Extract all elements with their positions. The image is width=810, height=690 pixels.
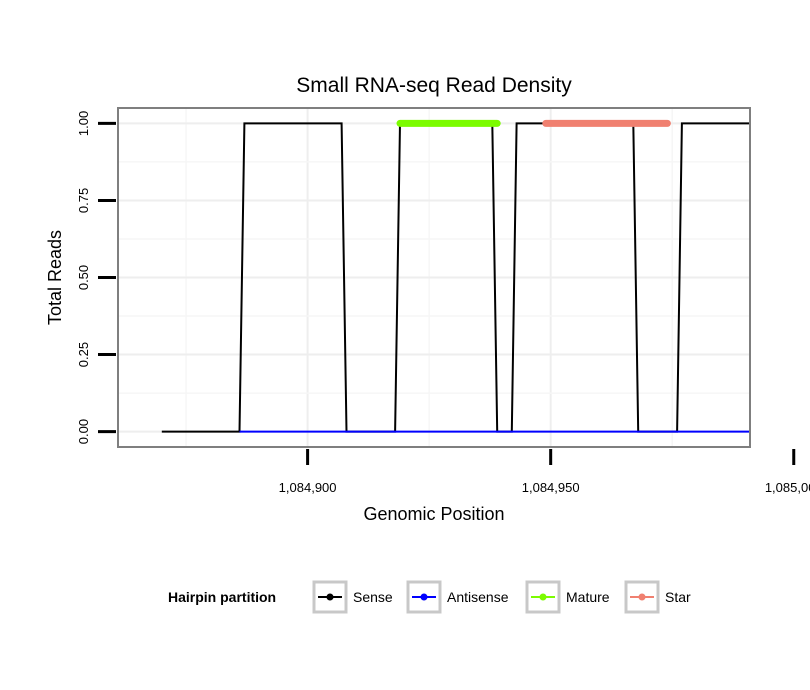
- chart-title: Small RNA-seq Read Density: [296, 74, 572, 97]
- legend-label-star: Star: [665, 589, 691, 605]
- y-tick-label: 1.00: [76, 111, 91, 136]
- plot-border: [117, 107, 751, 448]
- y-tick-label: 0.00: [76, 419, 91, 444]
- y-tick-label: 0.25: [76, 342, 91, 367]
- x-tick-label: 1,085,000: [765, 480, 810, 495]
- legend-label-mature: Mature: [566, 589, 610, 605]
- x-axis-label: Genomic Position: [363, 504, 504, 524]
- x-tick-label: 1,084,950: [522, 480, 580, 495]
- y-axis-label: Total Reads: [45, 230, 65, 325]
- y-tick-label: 0.75: [76, 188, 91, 213]
- legend-key-dot: [326, 593, 334, 601]
- legend-label-sense: Sense: [353, 589, 393, 605]
- legend-title: Hairpin partition: [168, 589, 276, 605]
- x-tick-label: 1,084,900: [279, 480, 337, 495]
- y-tick-label: 0.50: [76, 265, 91, 290]
- legend-key-dot: [638, 593, 646, 601]
- legend-label-antisense: Antisense: [447, 589, 509, 605]
- legend-key-dot: [420, 593, 428, 601]
- legend-key-dot: [539, 593, 547, 601]
